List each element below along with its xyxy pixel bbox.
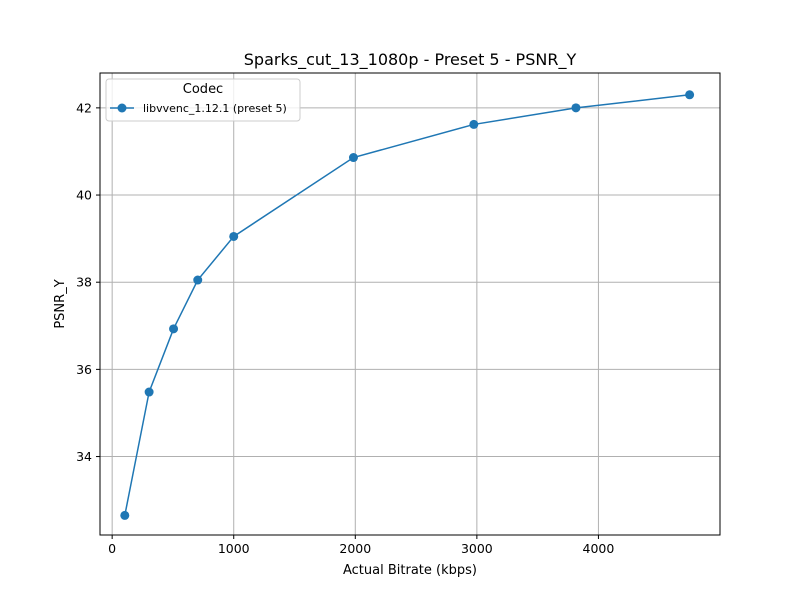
y-tick-label: 38 [76, 275, 92, 290]
data-point [144, 387, 154, 397]
x-tick-label: 0 [108, 541, 116, 556]
data-point [469, 119, 479, 129]
x-tick-label: 2000 [339, 541, 371, 556]
plot-frame [99, 72, 721, 536]
y-tick-label: 34 [76, 449, 92, 464]
data-point [193, 275, 203, 285]
data-point [120, 510, 130, 520]
data-point [169, 324, 179, 334]
y-tick-label: 36 [76, 362, 92, 377]
x-tick-label: 3000 [461, 541, 493, 556]
series-line [124, 94, 690, 516]
data-point [571, 103, 581, 113]
data-point [229, 231, 239, 241]
legend-series-marker [117, 103, 127, 113]
series-layer [120, 90, 695, 520]
x-tick-label: 1000 [218, 541, 250, 556]
grid [100, 73, 720, 535]
legend: Codec libvvenc_1.12.1 (preset 5) [105, 78, 301, 122]
ticks: 0 1000 2000 3000 4000 34 36 38 40 42 [76, 100, 614, 556]
y-tick-label: 42 [76, 100, 92, 115]
legend-title: Codec [183, 82, 223, 97]
y-tick-label: 40 [76, 188, 92, 203]
x-tick-label: 4000 [583, 541, 615, 556]
x-axis-label: Actual Bitrate (kbps) [343, 563, 477, 578]
data-point [348, 153, 358, 163]
chart-title: Sparks_cut_13_1080p - Preset 5 - PSNR_Y [244, 50, 577, 70]
legend-series-label: libvvenc_1.12.1 (preset 5) [143, 102, 287, 115]
data-point [685, 90, 695, 100]
y-axis-label: PSNR_Y [53, 279, 68, 328]
legend-box [105, 78, 301, 122]
